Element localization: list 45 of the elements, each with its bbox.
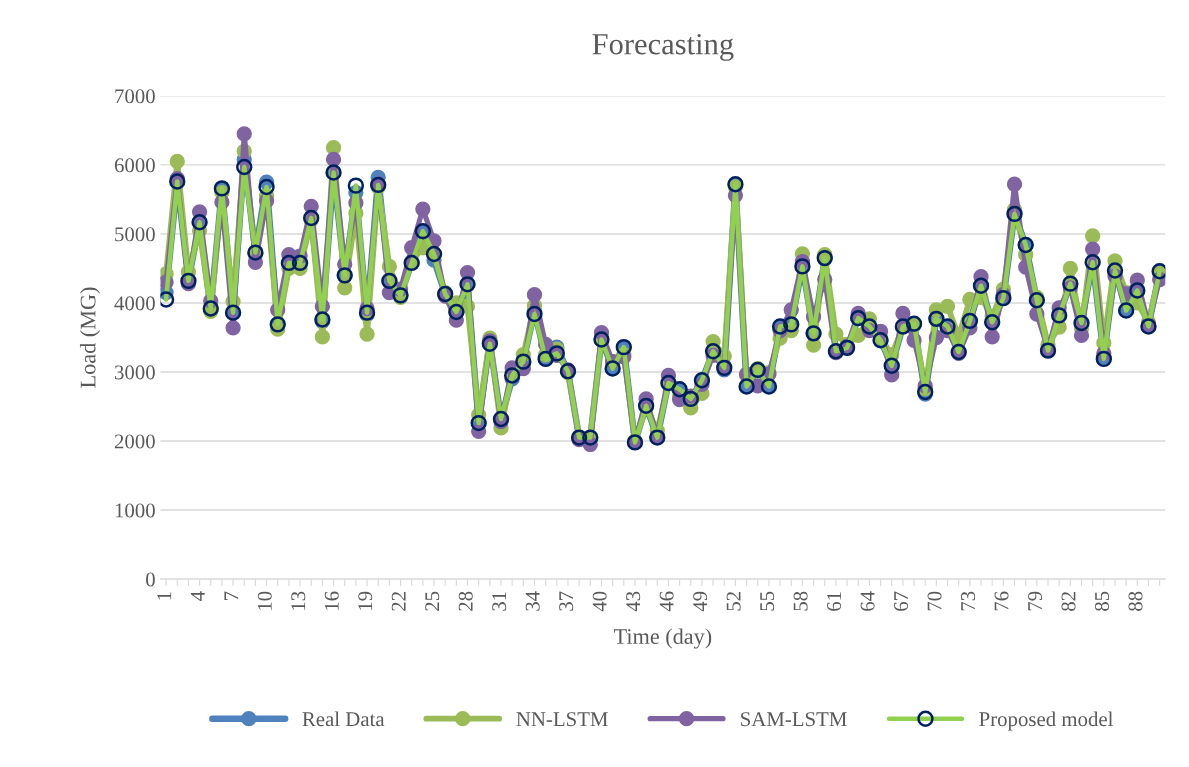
- legend-label: Real Data: [302, 711, 385, 727]
- x-tick-label: 46: [659, 591, 674, 612]
- x-tick-label: 7: [224, 591, 239, 600]
- x-tick-label: 28: [458, 591, 473, 611]
- x-tick-label: 88: [1128, 591, 1143, 611]
- x-tick-label: 31: [492, 592, 507, 611]
- x-tick-label: 13: [291, 591, 306, 610]
- legend-label: SAM-LSTM: [741, 712, 847, 727]
- x-tick-label: 37: [559, 591, 574, 611]
- x-axis-title: Time (day): [613, 628, 712, 649]
- x-tick-label: 64: [860, 591, 875, 611]
- x-tick-label: 19: [358, 591, 373, 610]
- x-tick-label: 43: [626, 591, 641, 612]
- x-tick-label: 4: [190, 591, 205, 601]
- x-tick-label: 34: [525, 591, 540, 611]
- y-tick-label: 7000: [115, 89, 155, 104]
- x-tick-label: 49: [693, 591, 708, 612]
- legend-label: Proposed model: [979, 711, 1114, 731]
- y-tick-label: 2000: [114, 434, 155, 449]
- y-tick-label: 0: [146, 572, 155, 587]
- y-tick-label: 5000: [115, 227, 155, 242]
- x-tick-label: 40: [592, 591, 607, 612]
- x-tick-label: 10: [257, 591, 272, 610]
- x-tick-label: 85: [1094, 591, 1110, 611]
- x-tick-label: 79: [1028, 591, 1043, 611]
- y-axis-title: Load (MG): [79, 287, 101, 388]
- x-tick-label: 82: [1061, 592, 1076, 611]
- x-tick-label: 52: [726, 592, 741, 611]
- x-tick-label: 61: [827, 592, 842, 611]
- x-tick-label: 58: [793, 591, 808, 611]
- x-tick-label: 55: [760, 591, 775, 611]
- x-tick-label: 67: [894, 591, 909, 611]
- y-tick-label: 6000: [114, 158, 155, 173]
- y-tick-label: 4000: [114, 296, 155, 311]
- x-tick-label: 76: [994, 591, 1009, 611]
- x-tick-label: 73: [961, 591, 976, 611]
- x-tick-label: 70: [927, 591, 942, 611]
- legend-label: NN-LSTM: [516, 712, 608, 727]
- y-tick-label: 3000: [114, 365, 155, 380]
- x-tick-label: 1: [157, 592, 172, 600]
- chart-title: Forecasting: [592, 33, 734, 61]
- x-tick-label: 22: [391, 592, 406, 611]
- y-tick-label: 1000: [115, 503, 155, 518]
- x-tick-label: 16: [324, 591, 339, 610]
- x-tick-label: 25: [425, 591, 440, 611]
